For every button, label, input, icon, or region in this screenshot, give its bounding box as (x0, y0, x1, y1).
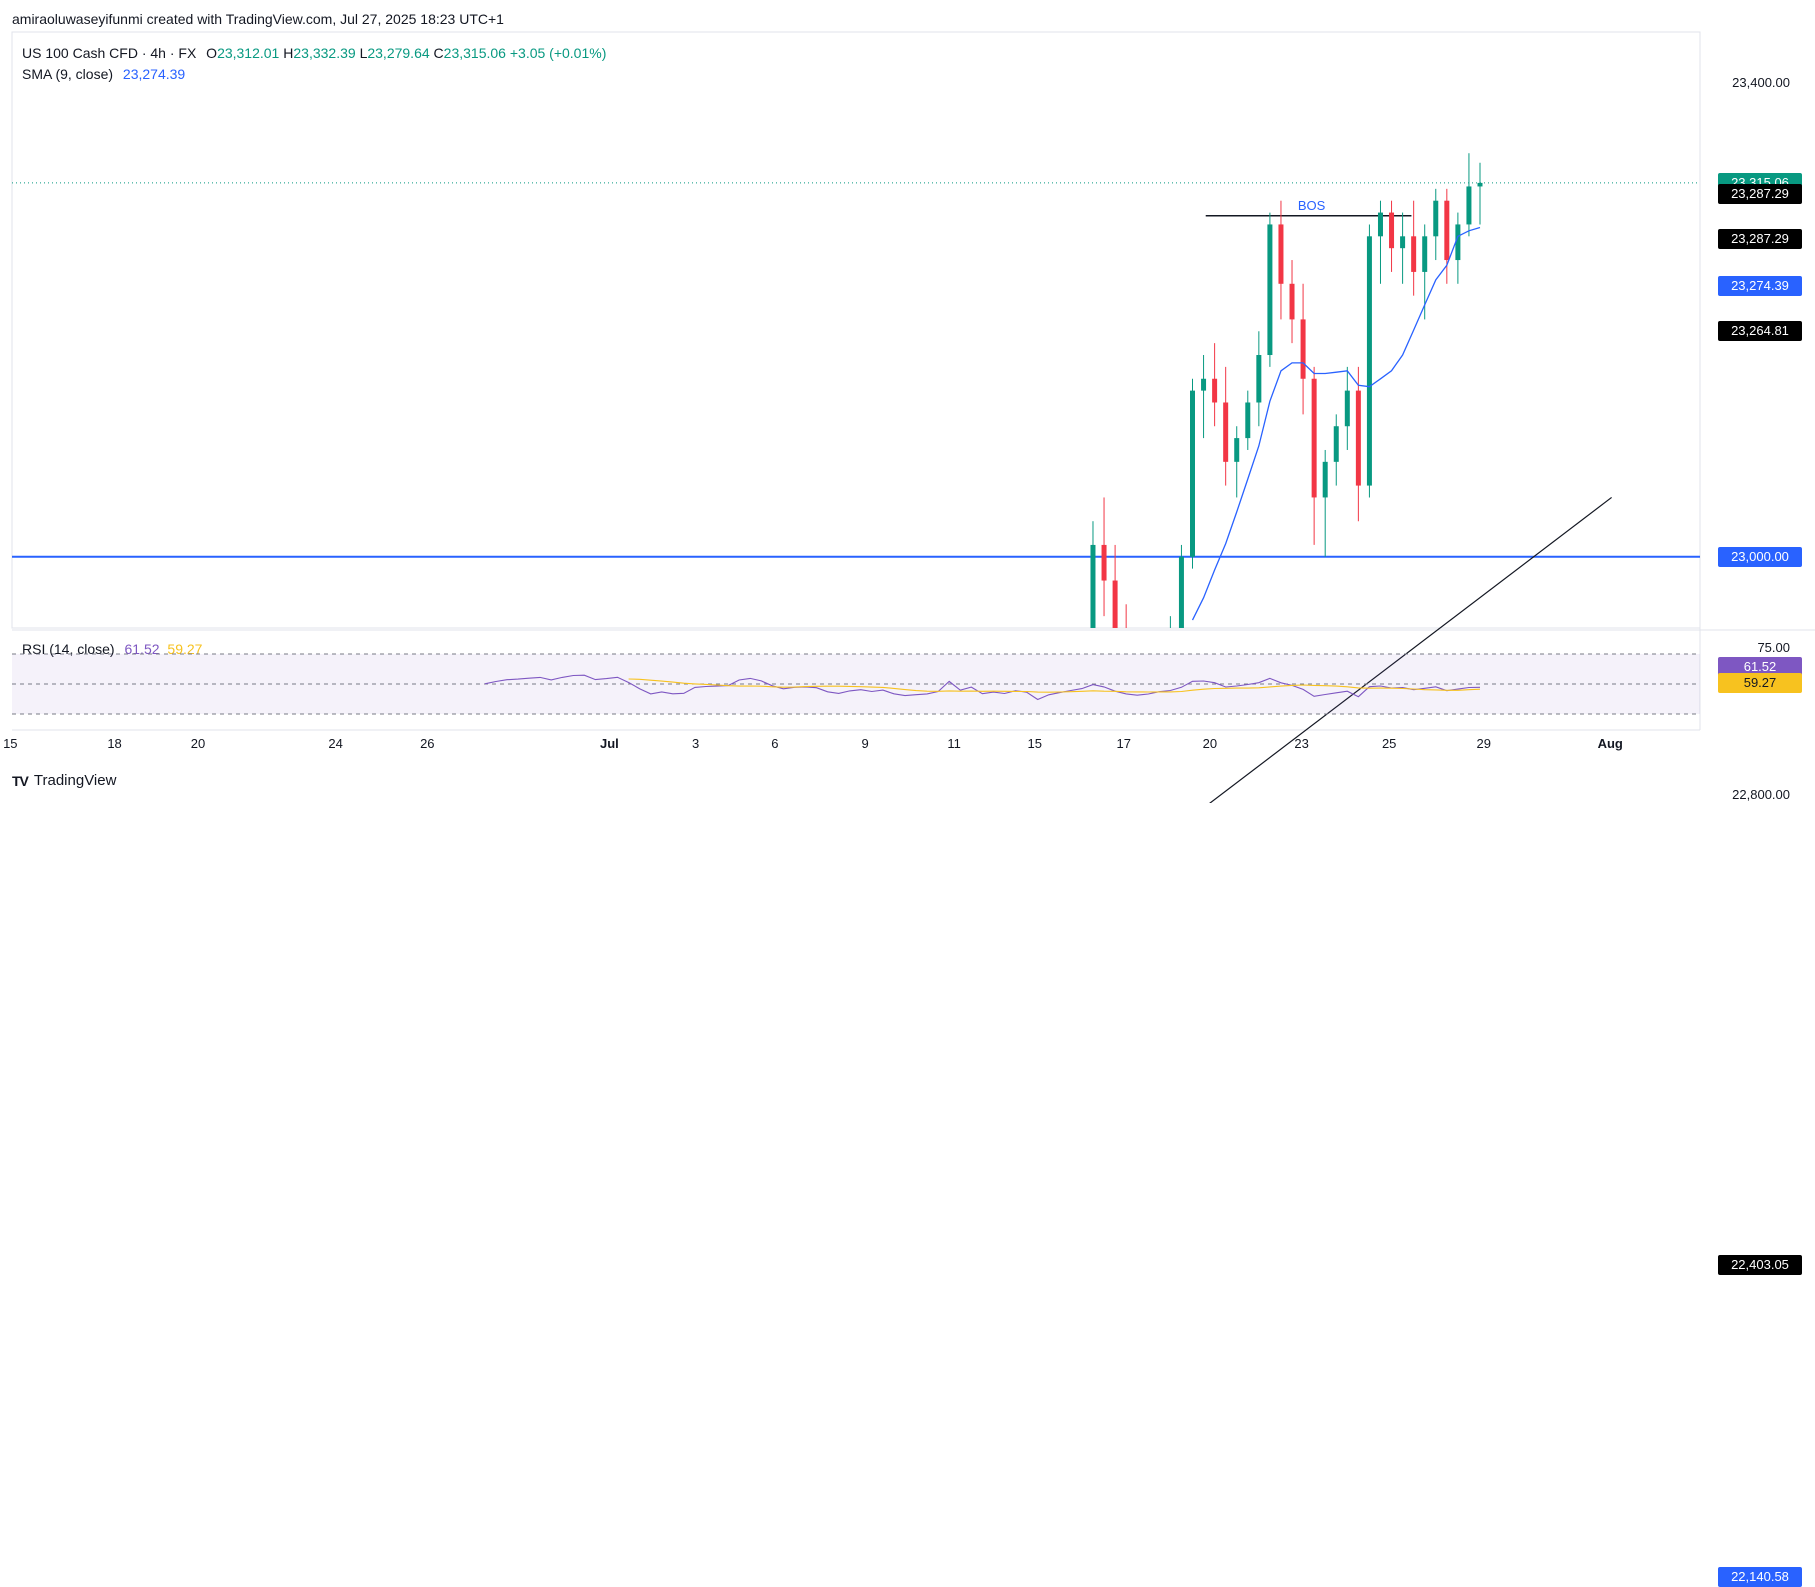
time-tick-label: 20 (1203, 736, 1217, 751)
candle-body[interactable] (1422, 236, 1428, 272)
rsi-ma-line (628, 678, 1481, 693)
open-label: O (206, 45, 218, 61)
time-tick-label: 25 (1382, 736, 1396, 751)
candle-body[interactable] (1433, 200, 1439, 237)
time-tick-label: 6 (771, 736, 778, 751)
close-value: 23,315.06 (443, 45, 506, 61)
rsi-tag: 61.52 (1718, 656, 1802, 677)
sma-value: 23,274.39 (122, 66, 186, 82)
candle-body[interactable] (1333, 426, 1339, 462)
main-pane-frame (11, 31, 1701, 629)
rsi-line (484, 674, 1481, 701)
candle-body[interactable] (1366, 236, 1372, 486)
time-tick-label: Aug (1598, 736, 1623, 751)
ascending-trendline[interactable] (602, 496, 1612, 803)
time-tick-label: 15 (1028, 736, 1042, 751)
candle-body[interactable] (1400, 236, 1406, 249)
open-value: 23,312.01 (217, 45, 280, 61)
candle-body[interactable] (1234, 438, 1240, 462)
rsi-value: 61.52 (124, 641, 160, 657)
change-value: +3.05 (+0.01%) (509, 45, 607, 61)
candle-body[interactable] (1355, 390, 1361, 486)
bos-label: BOS (1298, 198, 1326, 213)
time-tick-label: Jul (600, 736, 619, 751)
candle-body[interactable] (1311, 378, 1317, 498)
time-tick-label: 23 (1294, 736, 1308, 751)
candle-body[interactable] (1389, 212, 1395, 249)
high-label: H (283, 45, 294, 61)
candle-body[interactable] (1300, 319, 1306, 379)
price-tag: 23,287.29 (1718, 228, 1802, 249)
candle-body[interactable] (1223, 402, 1229, 462)
candle-body[interactable] (1477, 182, 1483, 187)
time-tick-label: 9 (862, 736, 869, 751)
price-chart[interactable]: 23,500.0023,400.0022,900.0022,800.0022,7… (0, 0, 1815, 803)
candle-body[interactable] (1322, 461, 1328, 498)
candle-body[interactable] (1278, 224, 1284, 284)
time-tick-label: 24 (328, 736, 342, 751)
tradingview-logo-icon: TV (12, 772, 29, 789)
rsi-legend[interactable]: RSI (14, close) 61.52 59.27 (22, 641, 202, 657)
rsi-tag: 59.27 (1718, 672, 1802, 693)
brand-name: TradingView (33, 772, 117, 789)
time-tick-label: 18 (107, 736, 121, 751)
candle-body[interactable] (1289, 283, 1295, 320)
tradingview-brand[interactable]: TV TradingView (12, 772, 116, 789)
rsi-ma-value: 59.27 (167, 641, 203, 657)
symbol-name[interactable]: US 100 Cash CFD · 4h · FX (22, 45, 197, 61)
candle-body[interactable] (1090, 544, 1096, 628)
rsi-tick-label: 75.00 (1757, 640, 1790, 655)
candle-body[interactable] (1178, 556, 1184, 628)
time-tick-label: 26 (420, 736, 434, 751)
candle-body[interactable] (1112, 580, 1118, 628)
time-tick-label: 15 (3, 736, 17, 751)
sma-line (1191, 226, 1481, 621)
price-tag: 22,403.05 (1718, 1255, 1802, 1276)
price-tick-label: 22,800.00 (1732, 787, 1790, 802)
price-tick-label: 23,400.00 (1732, 75, 1790, 90)
candle-body[interactable] (1201, 378, 1207, 391)
price-tag: 23,287.29 (1718, 183, 1802, 204)
candle-body[interactable] (1256, 355, 1262, 403)
low-label: L (359, 45, 368, 61)
candle-body[interactable] (1267, 224, 1273, 356)
rsi-label: RSI (14, close) (22, 641, 115, 657)
candle-body[interactable] (1466, 186, 1472, 225)
low-value: 23,279.64 (367, 45, 430, 61)
candle-body[interactable] (1212, 378, 1218, 403)
candle-body[interactable] (1190, 390, 1195, 557)
candle-body[interactable] (1377, 212, 1383, 237)
sma-legend[interactable]: SMA (9, close) 23,274.39 (22, 66, 185, 82)
chart-credit: amiraoluwaseyifunmi created with Trading… (12, 11, 504, 27)
candle-body[interactable] (1411, 236, 1417, 272)
candle-body[interactable] (1101, 544, 1107, 581)
price-tag: 23,000.00 (1718, 546, 1802, 567)
high-value: 23,332.39 (293, 45, 356, 61)
candle-body[interactable] (1455, 224, 1461, 261)
candle-body[interactable] (1444, 200, 1450, 261)
candle-body[interactable] (1245, 402, 1251, 439)
price-tag: 23,274.39 (1718, 276, 1802, 297)
candle-body[interactable] (1344, 390, 1350, 427)
time-tick-label: 20 (191, 736, 205, 751)
price-tag: 23,264.81 (1718, 321, 1802, 342)
price-tag: 22,140.58 (1718, 1566, 1802, 1587)
time-tick-label: 3 (692, 736, 699, 751)
time-tick-label: 17 (1116, 736, 1130, 751)
symbol-legend: US 100 Cash CFD · 4h · FX O23,312.01 H23… (22, 45, 606, 61)
sma-label: SMA (9, close) (22, 66, 114, 82)
time-tick-label: 11 (947, 736, 961, 751)
close-label: C (433, 45, 444, 61)
time-tick-label: 29 (1476, 736, 1490, 751)
